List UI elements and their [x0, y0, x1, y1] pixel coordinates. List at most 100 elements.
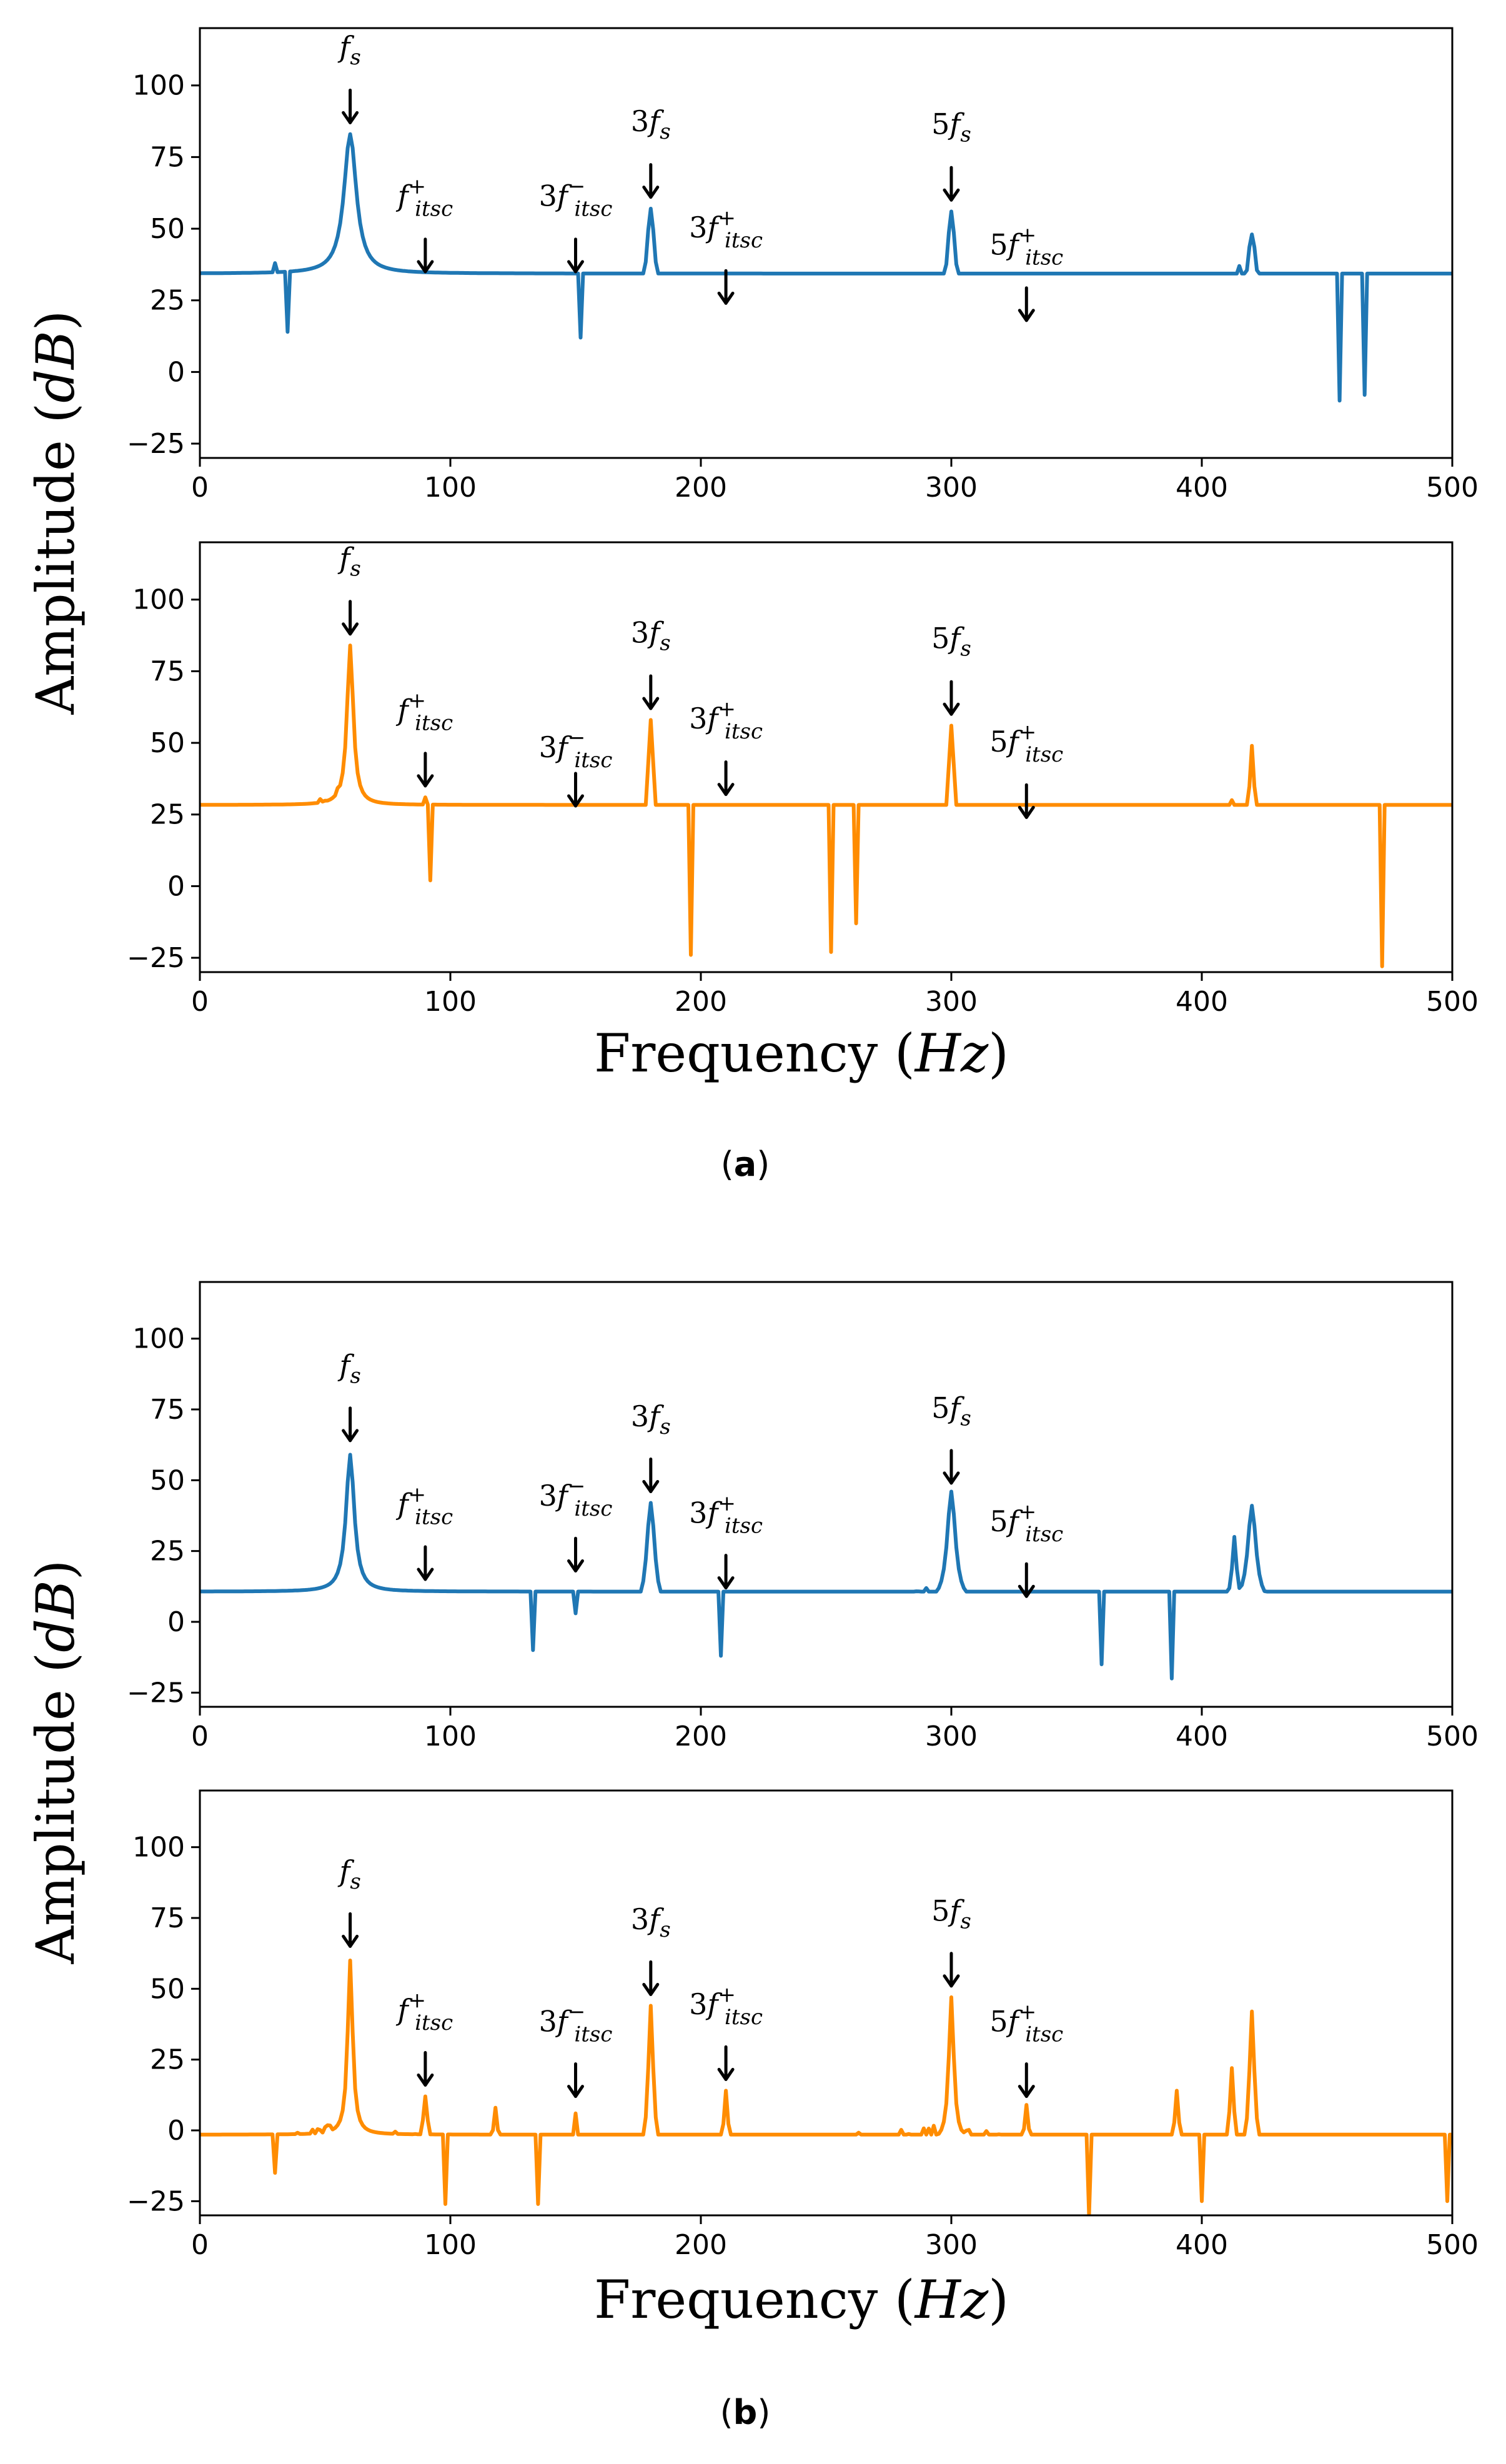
arrow-head-icon: [567, 794, 584, 808]
annotation: 5fs: [931, 1391, 971, 1485]
ylabel-a-var: dB: [25, 330, 86, 403]
annotation: 5fs: [931, 1894, 971, 1988]
ann-coef: 3: [689, 702, 707, 735]
x-tick-label: 400: [1176, 472, 1228, 504]
series-line-b-bottom: [200, 1959, 1452, 2215]
y-tick-label: −25: [127, 428, 185, 460]
ann-sup: +: [409, 1988, 427, 2013]
y-tick-label: 75: [150, 655, 185, 687]
arrow-head-icon: [417, 260, 434, 274]
ann-sub: itsc: [415, 196, 453, 221]
arrow-head-icon: [943, 1974, 960, 1988]
x-tick-label: 0: [191, 2229, 209, 2261]
xlabel-a-open: (: [878, 1023, 914, 1084]
ann-coef: 3: [539, 1479, 557, 1513]
annotation: 5f+ itsc: [989, 1499, 1063, 1598]
ann-coef: 3: [689, 1496, 707, 1529]
ylabel-b: Amplitude (dB): [25, 1560, 86, 1965]
caption-b-close: ): [757, 2393, 770, 2432]
ann-coef: 3: [539, 730, 557, 764]
annotation-label: 3fs: [631, 616, 671, 656]
annotation: 5f+ itsc: [989, 1999, 1063, 2099]
annotation-label: f+ itsc: [396, 1988, 453, 2035]
arrow-head-icon: [642, 186, 660, 199]
ann-sub: s: [350, 1869, 360, 1894]
xlabel-b-var: Hz: [914, 2269, 989, 2330]
xlabel-a: Frequency (Hz): [594, 1023, 1009, 1084]
ann-sub: itsc: [725, 719, 763, 744]
annotation-label: f+ itsc: [396, 174, 453, 221]
ann-sub: itsc: [725, 1513, 763, 1538]
annotation-label: 5fs: [931, 622, 971, 662]
y-tick-label: 25: [150, 799, 185, 831]
xlabel-b-close: ): [988, 2269, 1009, 2330]
arrow-head-icon: [717, 291, 735, 305]
ylabel-a-close: ): [25, 310, 86, 331]
ann-sub: itsc: [1025, 245, 1063, 270]
arrow-head-icon: [1018, 1584, 1035, 1598]
ann-coef: 3: [631, 104, 649, 138]
y-tick-label: 75: [150, 1902, 185, 1934]
arrow-head-icon: [1018, 309, 1035, 322]
y-tick-label: 50: [150, 213, 185, 245]
annotation: 3fs: [631, 1902, 671, 1996]
arrow-head-icon: [417, 1567, 434, 1581]
ylabel-b-close: ): [25, 1560, 86, 1581]
x-tick-label: 400: [1176, 2229, 1228, 2261]
arrow-head-icon: [417, 774, 434, 788]
ann-sub: itsc: [1025, 2022, 1063, 2047]
ylabel-a: Amplitude (dB): [25, 310, 86, 715]
ann-sup: +: [1019, 720, 1037, 745]
ann-sub: s: [660, 1414, 670, 1439]
ann-sub: itsc: [574, 1496, 612, 1521]
x-tick-label: 100: [424, 2229, 477, 2261]
annotation-label: 5f+ itsc: [989, 720, 1063, 767]
x-tick-label: 200: [675, 2229, 727, 2261]
ann-sub: itsc: [415, 2010, 453, 2035]
annotation: f+ itsc: [396, 688, 453, 788]
ann-coef: 3: [631, 616, 649, 650]
annotation: fs: [337, 1854, 361, 1948]
ann-sub: s: [350, 556, 360, 581]
plot-frame-b-top: [199, 1281, 1454, 1708]
annotation-label: fs: [337, 541, 360, 581]
arrow-head-icon: [1018, 805, 1035, 819]
ylabel-a-word: Amplitude: [25, 440, 86, 715]
annotation: fs: [337, 541, 361, 636]
annotation-label: f+ itsc: [396, 688, 453, 735]
y-tick-label: 50: [150, 1973, 185, 2005]
ann-sup: −: [568, 725, 586, 750]
arrow-head-icon: [642, 1982, 660, 1996]
annotation: 3f+ itsc: [689, 1491, 763, 1590]
series-line-b-top: [200, 1453, 1452, 1681]
y-tick-label: 75: [150, 1394, 185, 1426]
annotation-label: f+ itsc: [396, 1483, 453, 1530]
annotation: 3fs: [631, 616, 671, 710]
y-tick-label: −25: [127, 942, 185, 974]
annotation: 3fs: [631, 1399, 671, 1493]
annotation-label: 5fs: [931, 107, 971, 147]
x-tick-label: 300: [925, 986, 978, 1018]
y-tick-label: 100: [132, 1323, 185, 1355]
ann-sub: s: [350, 1364, 360, 1389]
ann-sup: +: [1019, 1499, 1037, 1524]
annotation-label: fs: [337, 1349, 360, 1389]
ann-coef: 5: [989, 227, 1008, 261]
ann-coef: 5: [989, 1504, 1008, 1538]
xlabel-b-open: (: [878, 2269, 914, 2330]
ann-sub: itsc: [725, 2005, 763, 2030]
annotation: 3f− itsc: [539, 1999, 612, 2099]
ann-sup: +: [409, 1483, 427, 1508]
arrow-head-icon: [642, 1479, 660, 1493]
caption-b-open: (: [720, 2393, 733, 2432]
ylabel-a-open: (: [25, 403, 86, 440]
ann-sup: +: [718, 206, 736, 231]
y-tick-label: 25: [150, 285, 185, 317]
annotation: 3f+ itsc: [689, 1982, 763, 2081]
y-tick-label: 75: [150, 141, 185, 173]
y-tick-label: 0: [167, 1606, 185, 1638]
annotation-label: 3fs: [631, 104, 671, 144]
